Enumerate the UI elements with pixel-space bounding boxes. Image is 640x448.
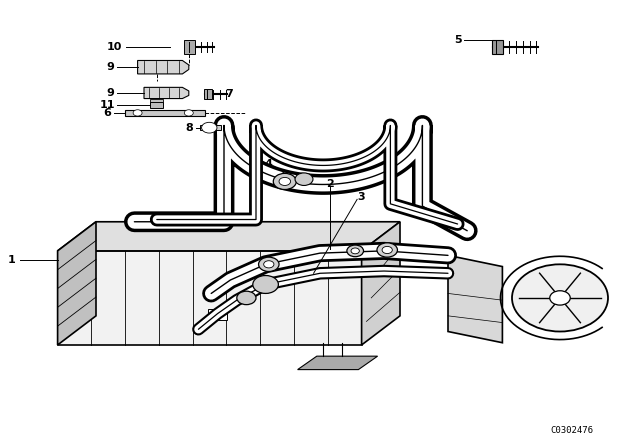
Polygon shape bbox=[204, 89, 212, 99]
Polygon shape bbox=[150, 102, 163, 108]
Polygon shape bbox=[492, 40, 503, 54]
Polygon shape bbox=[58, 251, 362, 345]
Circle shape bbox=[133, 110, 142, 116]
Circle shape bbox=[279, 177, 291, 185]
Circle shape bbox=[253, 276, 278, 293]
Circle shape bbox=[237, 291, 256, 305]
Polygon shape bbox=[208, 309, 227, 320]
Circle shape bbox=[347, 245, 364, 257]
Circle shape bbox=[512, 264, 608, 332]
Text: 6: 6 bbox=[104, 108, 111, 118]
Text: 1: 1 bbox=[8, 255, 15, 265]
Text: 4: 4 bbox=[265, 159, 273, 168]
Text: C0302476: C0302476 bbox=[550, 426, 593, 435]
Text: 9: 9 bbox=[107, 88, 115, 98]
Circle shape bbox=[295, 173, 313, 185]
Polygon shape bbox=[298, 356, 378, 370]
Text: 5: 5 bbox=[454, 35, 461, 45]
Text: 3: 3 bbox=[358, 192, 365, 202]
Circle shape bbox=[377, 243, 397, 257]
Text: 9: 9 bbox=[107, 62, 115, 72]
Text: 7: 7 bbox=[225, 89, 233, 99]
Polygon shape bbox=[58, 222, 96, 345]
Circle shape bbox=[273, 173, 296, 190]
Polygon shape bbox=[200, 125, 221, 130]
Text: 10: 10 bbox=[106, 42, 122, 52]
Text: 2: 2 bbox=[326, 179, 333, 189]
Circle shape bbox=[550, 291, 570, 305]
Circle shape bbox=[382, 246, 392, 254]
Polygon shape bbox=[125, 110, 205, 116]
Text: 8: 8 bbox=[185, 123, 193, 133]
Circle shape bbox=[184, 110, 193, 116]
Circle shape bbox=[259, 257, 279, 271]
Polygon shape bbox=[58, 222, 400, 251]
Polygon shape bbox=[448, 255, 502, 343]
Text: 11: 11 bbox=[100, 100, 115, 110]
Polygon shape bbox=[184, 40, 195, 54]
Circle shape bbox=[202, 122, 217, 133]
Polygon shape bbox=[138, 60, 189, 74]
Polygon shape bbox=[144, 87, 189, 99]
Circle shape bbox=[351, 248, 360, 254]
Circle shape bbox=[264, 261, 274, 268]
Polygon shape bbox=[362, 222, 400, 345]
Polygon shape bbox=[150, 99, 163, 103]
